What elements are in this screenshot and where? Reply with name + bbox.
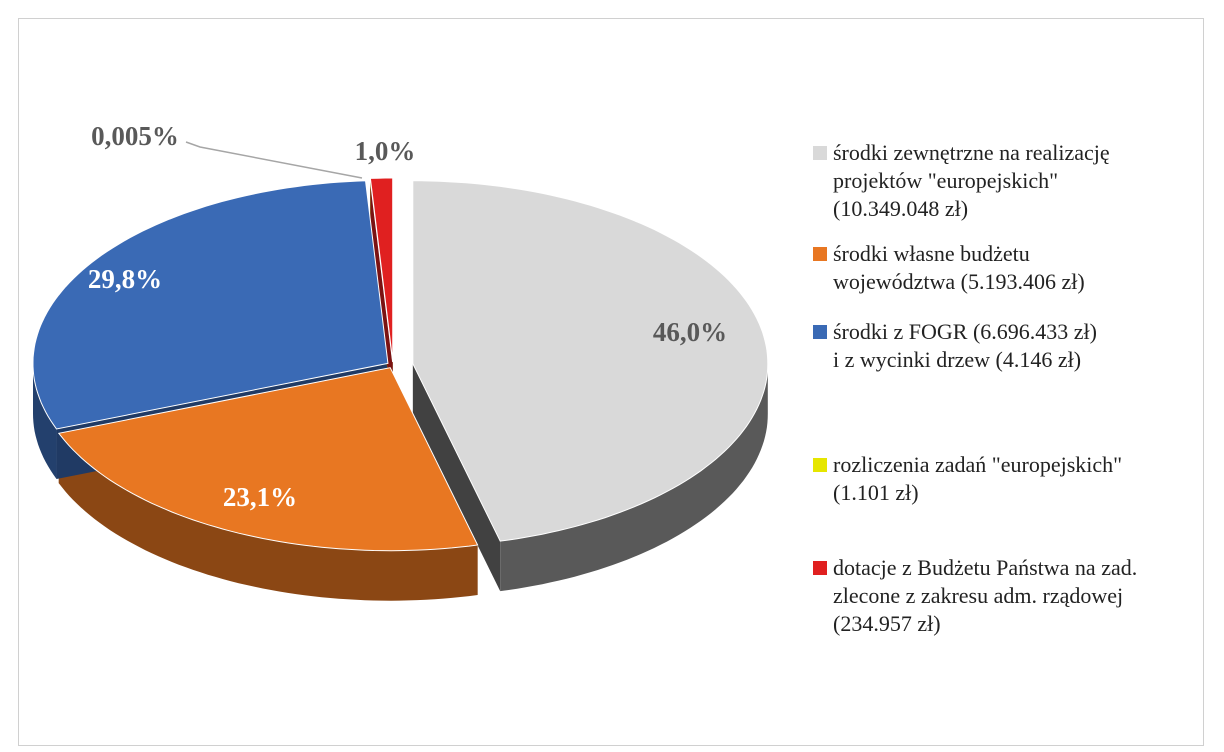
legend-label: środki zewnętrzne na realizację projektó… — [833, 140, 1110, 221]
data-label: 46,0% — [653, 317, 727, 347]
legend-item: środki zewnętrzne na realizację projektó… — [813, 139, 1110, 223]
data-label: 23,1% — [223, 482, 297, 512]
legend-swatch — [813, 247, 827, 261]
legend-swatch — [813, 146, 827, 160]
legend-swatch — [813, 325, 827, 339]
legend-label: rozliczenia zadań "europejskich" (1.101 … — [833, 452, 1123, 505]
legend-swatch — [813, 458, 827, 472]
leader-line — [185, 141, 363, 179]
data-label: 0,005% — [91, 121, 179, 151]
pie-tops — [32, 177, 769, 552]
slice-side — [58, 433, 478, 601]
legend-item: dotacje z Budżetu Państwa na zad. zlecon… — [813, 554, 1137, 638]
slice — [57, 367, 479, 552]
slice — [32, 180, 389, 430]
legend-label: środki własne budżetu województwa (5.193… — [833, 241, 1085, 294]
slice-side — [500, 363, 768, 592]
data-label: 1,0% — [355, 136, 416, 166]
legend-item: rozliczenia zadań "europejskich" (1.101 … — [813, 451, 1122, 507]
slice — [369, 177, 394, 362]
legend-label: dotacje z Budżetu Państwa na zad. zlecon… — [833, 555, 1138, 636]
slice — [412, 180, 769, 542]
legend-item: środki z FOGR (6.696.433 zł) i z wycinki… — [813, 318, 1097, 374]
slice-cut-wall — [412, 363, 501, 592]
legend-item: środki własne budżetu województwa (5.193… — [813, 240, 1085, 296]
slice-side — [33, 363, 57, 479]
slice-cut-wall — [370, 178, 393, 412]
legend-label: środki z FOGR (6.696.433 zł) i z wycinki… — [833, 319, 1097, 372]
chart-frame — [18, 18, 1204, 746]
data-label: 29,8% — [88, 264, 162, 294]
legend-swatch — [813, 561, 827, 575]
